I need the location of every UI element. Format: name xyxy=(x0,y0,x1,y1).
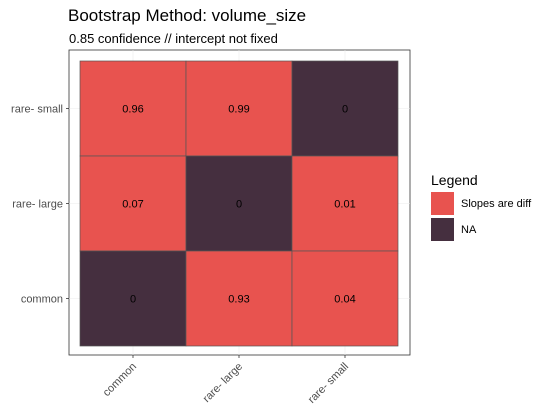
legend-label: NA xyxy=(461,224,477,236)
heatmap-cell xyxy=(79,250,187,347)
cell-value-label: 0.07 xyxy=(122,199,143,211)
y-axis: common rare- large rare- small xyxy=(11,104,69,306)
chart-title: Bootstrap Method: volume_size xyxy=(68,6,306,25)
legend-label: Slopes are diff xyxy=(461,198,532,210)
heatmap-cell xyxy=(185,155,293,252)
y-tick-label: rare- small xyxy=(11,104,63,116)
heatmap-cell xyxy=(79,155,187,252)
cell-labels: 0.96 0.99 0 0.07 0 0.01 0 0.93 0.04 xyxy=(122,104,355,306)
cell-value-label: 0.01 xyxy=(334,199,355,211)
x-tick-label: common xyxy=(101,361,139,399)
cell-value-label: 0 xyxy=(236,199,242,211)
legend-title: Legend xyxy=(431,172,478,188)
cell-value-label: 0 xyxy=(342,104,348,116)
heatmap-cells xyxy=(79,60,399,347)
y-tick-label: rare- large xyxy=(12,199,63,211)
legend: Legend Slopes are diff NA xyxy=(431,172,532,241)
legend-swatch xyxy=(431,192,454,215)
heatmap-cell xyxy=(291,250,399,347)
heatmap-cell xyxy=(185,250,293,347)
cell-value-label: 0 xyxy=(130,294,136,306)
x-tick-label: rare- small xyxy=(306,361,351,406)
cell-value-label: 0.04 xyxy=(334,294,355,306)
legend-swatch xyxy=(431,218,454,241)
cell-value-label: 0.93 xyxy=(228,294,249,306)
x-tick-label: rare- large xyxy=(201,361,245,405)
x-axis: common rare- large rare- small xyxy=(101,355,351,406)
cell-value-label: 0.96 xyxy=(122,104,143,116)
cell-value-label: 0.99 xyxy=(228,104,249,116)
heatmap-cell xyxy=(291,60,399,157)
heatmap-cell xyxy=(291,155,399,252)
chart-subtitle: 0.85 confidence // intercept not fixed xyxy=(69,31,278,46)
heatmap-cell xyxy=(185,60,293,157)
y-tick-label: common xyxy=(21,294,63,306)
